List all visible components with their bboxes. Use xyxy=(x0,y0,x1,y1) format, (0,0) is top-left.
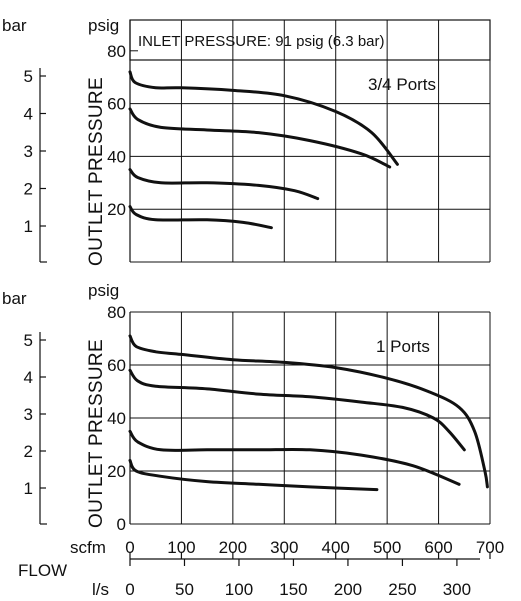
flow-axis-label: FLOW xyxy=(18,561,67,580)
top-bar-unit-label: bar xyxy=(2,16,27,35)
bot-bar-tick-label: 2 xyxy=(24,442,33,461)
top-psig-unit-label: psig xyxy=(88,16,119,35)
bot-series-line-4 xyxy=(128,458,379,492)
top-psig-tick-label: 80 xyxy=(107,42,126,61)
top-series-line-1 xyxy=(128,70,399,166)
ls-tick-label: 50 xyxy=(175,580,194,599)
top-bar-tick-label: 2 xyxy=(24,180,33,199)
bottom-psig-unit-label: psig xyxy=(88,281,119,300)
ls-tick-label: 0 xyxy=(125,580,134,599)
bot-bar-tick-label: 5 xyxy=(24,331,33,350)
top-series-line-2 xyxy=(128,107,392,169)
bot-series-line-3 xyxy=(128,429,461,486)
top-psig-tick-label: 20 xyxy=(107,200,126,219)
bot-psig-tick-label: 0 xyxy=(117,515,126,534)
bot-series-line-1 xyxy=(128,334,489,489)
bottom-y-axis-label: OUTLET PRESSURE xyxy=(86,339,107,528)
bot-psig-tick-label: 80 xyxy=(107,303,126,322)
bottom-bar-unit-label: bar xyxy=(2,289,27,308)
scfm-tick-label: 400 xyxy=(322,538,350,557)
bot-bar-tick-label: 3 xyxy=(24,405,33,424)
bot-series-line-2 xyxy=(128,368,466,452)
scfm-axis-label: scfm xyxy=(70,538,106,557)
scfm-tick-label: 500 xyxy=(373,538,401,557)
top-psig-tick-label: 40 xyxy=(107,147,126,166)
scfm-tick-label: 600 xyxy=(424,538,452,557)
ls-tick-label: 300 xyxy=(443,580,471,599)
top-psig-tick-label: 60 xyxy=(107,95,126,114)
ls-axis-label: l/s xyxy=(92,580,109,599)
top-ports-annotation: 3/4 Ports xyxy=(368,75,436,94)
bot-bar-tick-label: 4 xyxy=(24,368,33,387)
scfm-tick-label: 200 xyxy=(219,538,247,557)
scfm-tick-label: 300 xyxy=(270,538,298,557)
top-series-line-3 xyxy=(128,168,320,201)
ls-tick-label: 250 xyxy=(388,580,416,599)
scfm-tick-label: 0 xyxy=(125,538,134,557)
bottom-ports-annotation: 1 Ports xyxy=(376,337,430,356)
bot-psig-tick-label: 20 xyxy=(107,462,126,481)
top-bar-tick-label: 4 xyxy=(24,105,33,124)
bot-bar-tick-label: 1 xyxy=(24,479,33,498)
ls-tick-label: 150 xyxy=(279,580,307,599)
ls-tick-label: 100 xyxy=(225,580,253,599)
top-y-axis-label: OUTLET PRESSURE xyxy=(86,77,107,266)
bottom-chart: bar psig OUTLET PRESSURE 0 20 40 60 80 1 2 3 4 5… xyxy=(2,281,491,534)
top-bar-tick-label: 1 xyxy=(24,217,33,236)
top-chart: bar psig OUTLET PRESSURE INLET PRESSURE:… xyxy=(2,16,491,266)
scfm-tick-label: 700 xyxy=(476,538,504,557)
inlet-pressure-label: INLET PRESSURE: 91 psig (6.3 bar) xyxy=(138,33,385,50)
bot-psig-tick-label: 60 xyxy=(107,356,126,375)
scfm-tick-label: 100 xyxy=(167,538,195,557)
ls-tick-label: 200 xyxy=(334,580,362,599)
top-bar-tick-label: 3 xyxy=(24,142,33,161)
bot-psig-tick-label: 40 xyxy=(107,409,126,428)
top-series-line-4 xyxy=(128,205,273,230)
x-axes: scfm FLOW l/s 0 100 200 300 400 500 600 700 0 50… xyxy=(18,538,504,599)
top-bar-tick-label: 5 xyxy=(24,67,33,86)
